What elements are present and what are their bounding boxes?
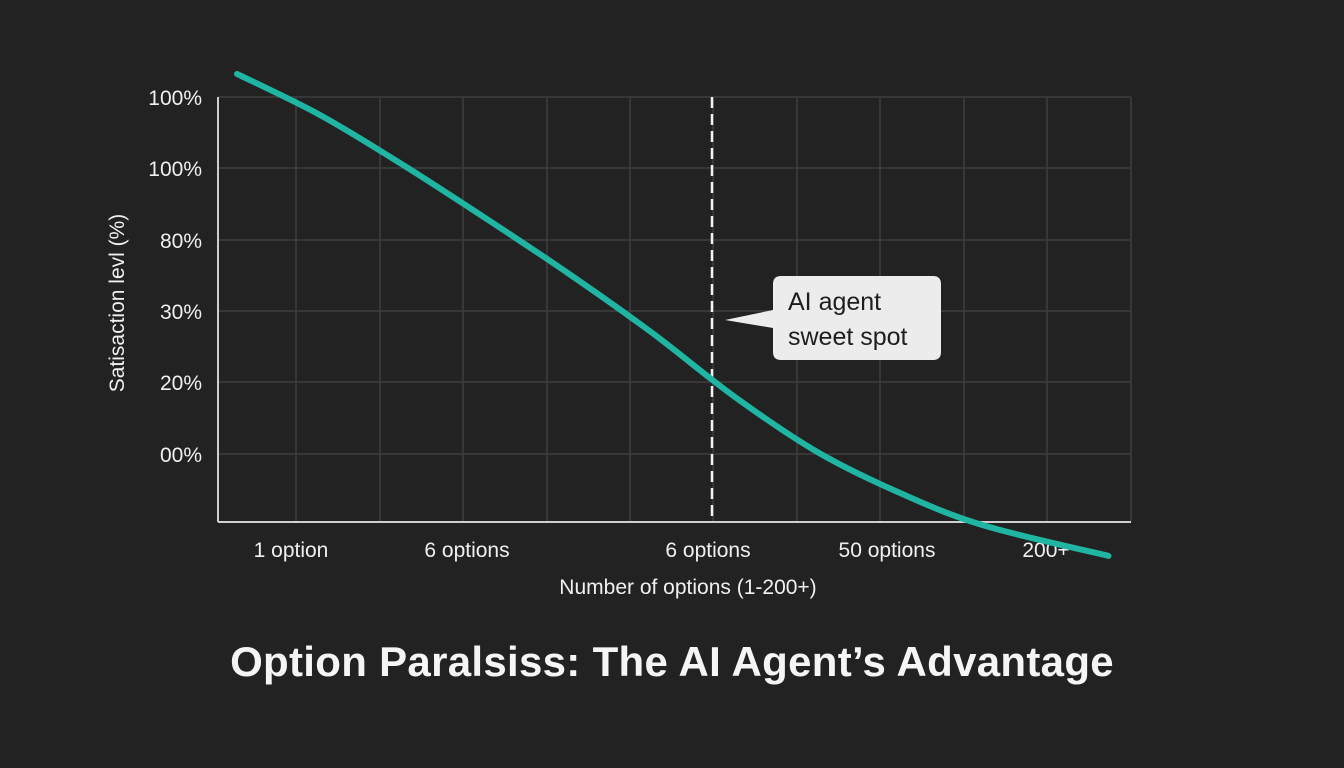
y-tick-label: 100% [148, 158, 202, 181]
chart-axes [217, 97, 1131, 523]
x-axis-ticks: 1 option 6 options 6 options 50 options 200+ [254, 539, 1070, 562]
sweet-spot-callout: AI agent sweet spot [725, 276, 941, 360]
x-tick-label: 6 options [424, 539, 509, 562]
y-tick-label: 30% [160, 301, 202, 324]
callout-text-line-1: AI agent [788, 288, 881, 316]
satisfaction-series-line [234, 70, 1112, 559]
x-axis-label: Number of options (1-200+) [559, 576, 816, 599]
chart-grid [217, 96, 1132, 522]
y-axis-label: Satisaction levl (%) [106, 214, 129, 393]
y-tick-label: 80% [160, 230, 202, 253]
y-tick-label: 100% [148, 87, 202, 110]
y-tick-label: 00% [160, 444, 202, 467]
chart-title: Option Paralsiss: The AI Agent’s Advanta… [230, 638, 1114, 685]
callout-bubble [725, 276, 941, 360]
y-axis-ticks: 100% 100% 80% 30% 20% 00% [148, 87, 202, 467]
x-tick-label: 50 options [839, 539, 936, 562]
x-tick-label: 1 option [254, 539, 329, 562]
x-tick-label: 6 options [665, 539, 750, 562]
callout-text-line-2: sweet spot [788, 323, 908, 351]
y-tick-label: 20% [160, 372, 202, 395]
